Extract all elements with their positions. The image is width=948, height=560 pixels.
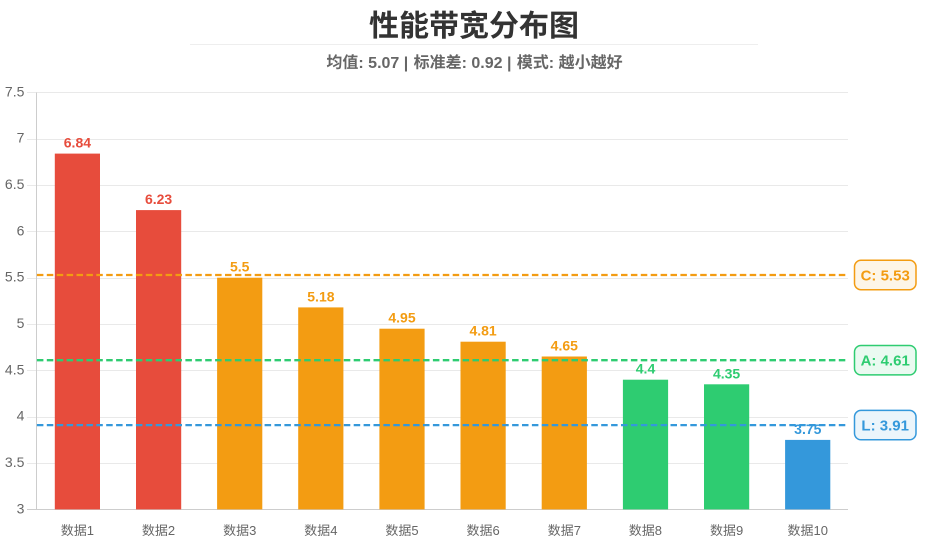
svg-text:A: 4.61: A: 4.61 [861, 353, 910, 370]
svg-text:C: 5.53: C: 5.53 [861, 267, 910, 284]
svg-text:4.95: 4.95 [388, 310, 415, 326]
svg-text:2: 2 [168, 523, 175, 538]
svg-text:3.75: 3.75 [794, 421, 821, 437]
svg-text:6.5: 6.5 [5, 176, 25, 192]
svg-text:5.18: 5.18 [307, 288, 334, 304]
svg-text:5.5: 5.5 [230, 259, 250, 275]
svg-text:4: 4 [17, 408, 25, 424]
svg-text:4.5: 4.5 [5, 361, 25, 377]
svg-text:9: 9 [736, 523, 743, 538]
svg-text:6: 6 [493, 523, 500, 538]
svg-text::: : [549, 55, 559, 72]
svg-text:7.5: 7.5 [5, 83, 25, 99]
svg-text:: 5.07 |: : 5.07 | [358, 55, 412, 72]
svg-text:3: 3 [249, 523, 256, 538]
svg-text:6.84: 6.84 [64, 135, 91, 151]
svg-text:4.81: 4.81 [469, 323, 496, 339]
svg-text:4.65: 4.65 [551, 338, 578, 354]
svg-text:L: 3.91: L: 3.91 [861, 418, 909, 435]
svg-text:6: 6 [17, 222, 25, 238]
svg-text:7: 7 [17, 130, 25, 146]
svg-text:1: 1 [87, 523, 94, 538]
svg-text:5: 5 [411, 523, 418, 538]
svg-text:: 0.92 |: : 0.92 | [462, 55, 516, 72]
svg-text:8: 8 [655, 523, 662, 538]
svg-text:7: 7 [574, 523, 581, 538]
svg-text:4: 4 [330, 523, 337, 538]
svg-text:10: 10 [814, 523, 828, 538]
svg-text:5: 5 [17, 315, 25, 331]
svg-text:5.5: 5.5 [5, 269, 25, 285]
svg-text:3.5: 3.5 [5, 454, 25, 470]
svg-text:6.23: 6.23 [145, 191, 172, 207]
svg-text:4.35: 4.35 [713, 365, 740, 381]
svg-text:3: 3 [17, 500, 25, 516]
svg-text:4.4: 4.4 [636, 361, 656, 377]
